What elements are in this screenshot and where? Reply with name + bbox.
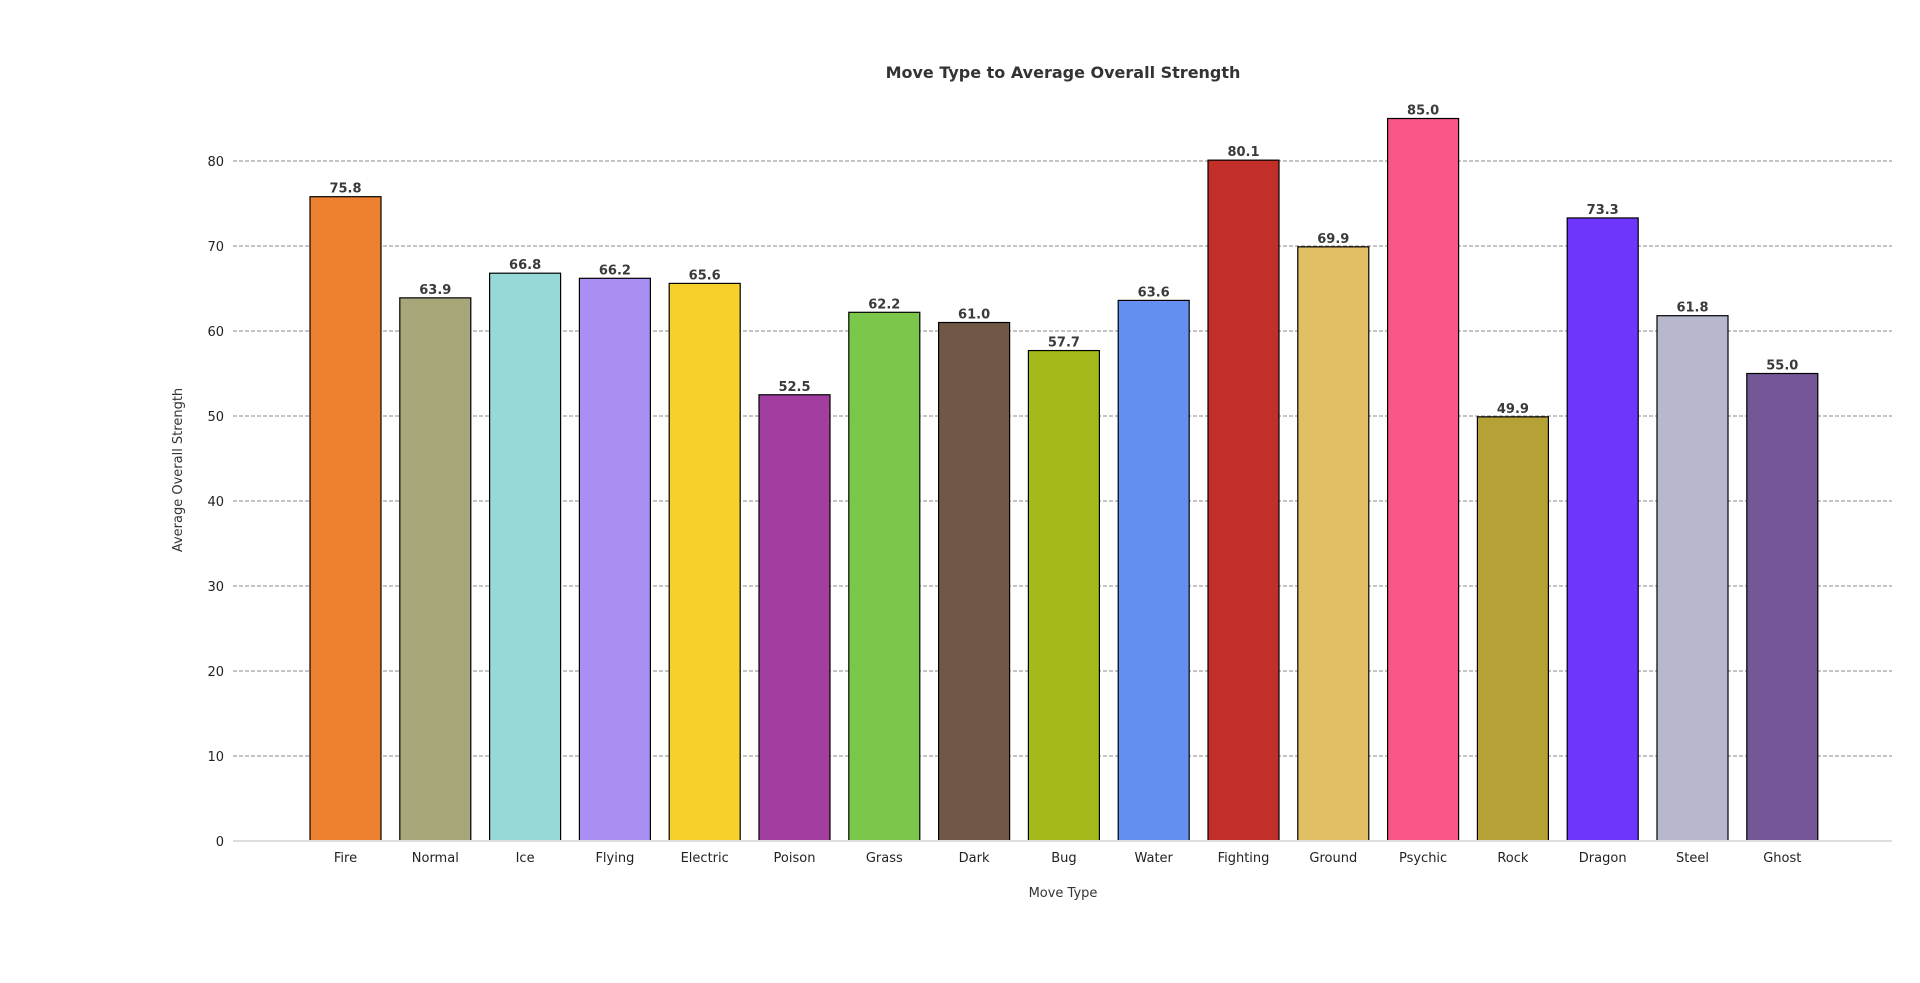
x-axis-label: Move Type — [1029, 886, 1098, 901]
bar-dark — [937, 321, 1011, 842]
x-tick-label-psychic: Psychic — [1399, 851, 1447, 866]
data-label-ghost: 55.0 — [1766, 359, 1798, 374]
bar-bug — [1027, 349, 1101, 842]
bar-psychic — [1386, 117, 1460, 842]
bar-flying — [578, 277, 652, 842]
x-tick-label-ground: Ground — [1309, 851, 1357, 866]
x-tick-label-bug: Bug — [1051, 851, 1076, 866]
chart-title: Move Type to Average Overall Strength — [886, 63, 1241, 82]
data-label-rock: 49.9 — [1497, 402, 1529, 417]
x-axis-ticks: Fire Normal Ice Flying Electric Poison Grass Da… — [334, 851, 1801, 866]
x-tick-label-flying: Flying — [595, 851, 634, 866]
data-label-psychic: 85.0 — [1407, 104, 1439, 119]
x-tick-label-dark: Dark — [959, 851, 990, 866]
bar-ice — [489, 272, 562, 842]
data-label-ground: 69.9 — [1317, 232, 1349, 247]
y-axis-ticks: 0 10 20 30 40 50 60 70 80 — [207, 155, 224, 850]
x-tick-label-ice: Ice — [516, 851, 535, 866]
bar-fighting — [1207, 159, 1280, 842]
data-label-steel: 61.8 — [1676, 301, 1708, 316]
x-tick-label-poison: Poison — [774, 851, 816, 866]
data-label-poison: 52.5 — [778, 380, 810, 395]
bar-electric — [668, 282, 741, 842]
bar-rock — [1476, 416, 1550, 842]
data-label-dragon: 73.3 — [1587, 203, 1619, 218]
y-tick-label-20: 20 — [207, 665, 224, 680]
x-tick-label-grass: Grass — [866, 851, 903, 866]
x-tick-label-ghost: Ghost — [1763, 851, 1801, 866]
x-tick-label-fire: Fire — [334, 851, 357, 866]
y-tick-label-0: 0 — [216, 835, 224, 850]
y-tick-label-60: 60 — [207, 325, 224, 340]
bar-ground — [1297, 246, 1370, 842]
y-tick-label-30: 30 — [207, 580, 224, 595]
x-tick-label-fighting: Fighting — [1218, 851, 1270, 866]
bar-water — [1117, 299, 1190, 842]
bar-dragon — [1566, 217, 1639, 842]
data-labels: 75.8 63.9 66.8 66.2 65.6 52.5 62.2 61.0 57.7 63.6… — [329, 104, 1798, 417]
y-tick-label-70: 70 — [207, 240, 224, 255]
bar-steel — [1656, 315, 1729, 842]
data-label-bug: 57.7 — [1048, 336, 1080, 351]
data-label-fire: 75.8 — [329, 182, 361, 197]
y-axis-label: Average Overall Strength — [171, 388, 186, 552]
bar-ghost — [1746, 372, 1819, 842]
x-tick-label-dragon: Dragon — [1579, 851, 1627, 866]
bar-normal — [399, 297, 472, 842]
data-label-water: 63.6 — [1138, 285, 1170, 300]
y-tick-label-40: 40 — [207, 495, 224, 510]
bar-poison — [758, 394, 831, 842]
x-tick-label-rock: Rock — [1497, 851, 1529, 866]
bars — [309, 117, 1819, 842]
y-tick-label-80: 80 — [207, 155, 224, 170]
data-label-flying: 66.2 — [599, 263, 631, 278]
data-label-dark: 61.0 — [958, 308, 990, 323]
y-tick-label-10: 10 — [207, 750, 224, 765]
y-tick-label-50: 50 — [207, 410, 224, 425]
x-tick-label-water: Water — [1134, 851, 1173, 866]
bar-fire — [309, 196, 382, 842]
x-tick-label-electric: Electric — [681, 851, 729, 866]
bar-grass — [848, 311, 921, 842]
data-label-fighting: 80.1 — [1227, 145, 1259, 160]
data-label-electric: 65.6 — [689, 268, 721, 283]
data-label-normal: 63.9 — [419, 283, 451, 298]
x-tick-label-steel: Steel — [1676, 851, 1709, 866]
data-label-ice: 66.8 — [509, 258, 541, 273]
data-label-grass: 62.2 — [868, 297, 900, 312]
x-tick-label-normal: Normal — [412, 851, 459, 866]
